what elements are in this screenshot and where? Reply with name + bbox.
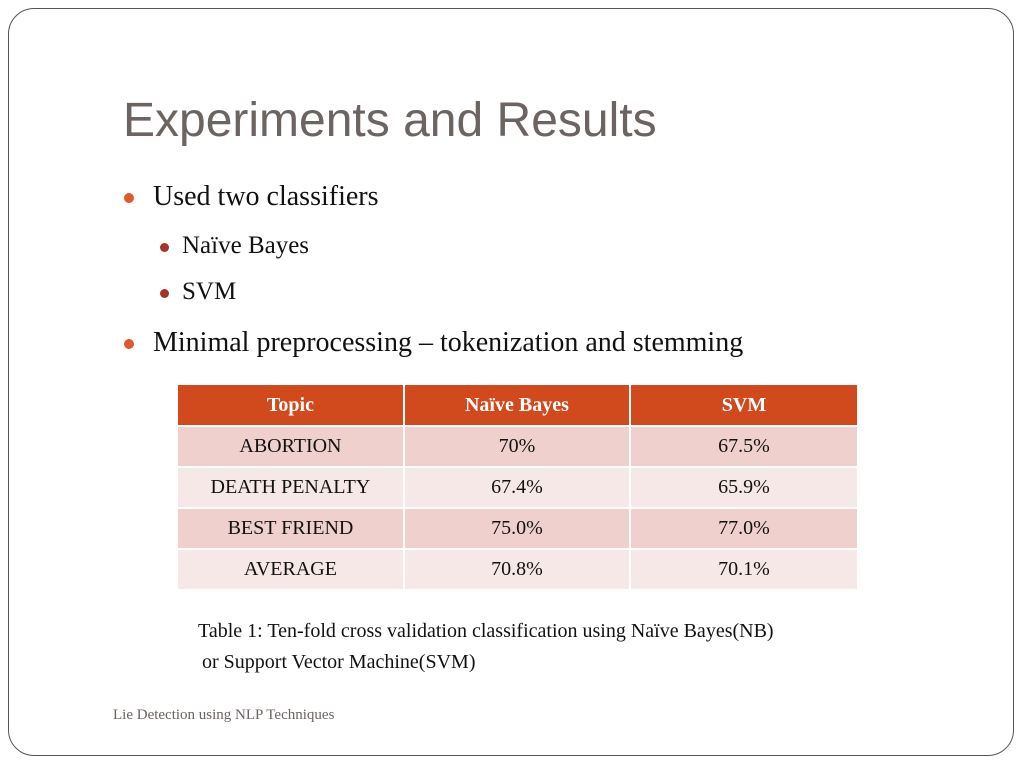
table-header-row: Topic Naïve Bayes SVM xyxy=(176,383,860,427)
table-row: BEST FRIEND 75.0% 77.0% xyxy=(176,507,860,550)
slide-title: Experiments and Results xyxy=(123,94,657,147)
table-row: ABORTION 70% 67.5% xyxy=(176,425,860,468)
sub-bullet-text: Naïve Bayes xyxy=(182,232,310,259)
table-cell-topic: ABORTION xyxy=(176,425,405,468)
bullet-dot-icon xyxy=(160,289,169,298)
bullet-item: Minimal preprocessing – tokenization and… xyxy=(124,327,744,359)
bullet-dot-icon xyxy=(124,193,134,203)
table-row: AVERAGE 70.8% 70.1% xyxy=(176,548,860,591)
bullet-text: Minimal preprocessing – tokenization and… xyxy=(153,327,744,358)
table-cell-svm: 77.0% xyxy=(628,507,860,550)
header-naive-bayes: Naïve Bayes xyxy=(402,383,631,427)
table-cell-nb: 70.8% xyxy=(402,548,631,591)
header-svm: SVM xyxy=(628,383,860,427)
table-cell-svm: 65.9% xyxy=(628,466,860,509)
sub-bullet-item: SVM xyxy=(160,278,237,306)
table-caption: Table 1: Ten-fold cross validation class… xyxy=(198,616,774,678)
table-cell-topic: DEATH PENALTY xyxy=(176,466,405,509)
slide-footer: Lie Detection using NLP Techniques xyxy=(113,707,335,723)
table-cell-svm: 67.5% xyxy=(628,425,860,468)
table-cell-svm: 70.1% xyxy=(628,548,860,591)
sub-bullet-item: Naïve Bayes xyxy=(160,232,310,260)
table-cell-topic: BEST FRIEND xyxy=(176,507,405,550)
bullet-text: Used two classifiers xyxy=(153,181,379,212)
table-row: DEATH PENALTY 67.4% 65.9% xyxy=(176,466,860,509)
table-cell-nb: 75.0% xyxy=(402,507,631,550)
table-cell-nb: 70% xyxy=(402,425,631,468)
sub-bullet-text: SVM xyxy=(182,278,237,305)
results-table: Topic Naïve Bayes SVM ABORTION 70% 67.5%… xyxy=(176,383,860,591)
caption-line-2: or Support Vector Machine(SVM) xyxy=(202,651,476,673)
header-topic: Topic xyxy=(176,383,405,427)
table-cell-nb: 67.4% xyxy=(402,466,631,509)
bullet-item: Used two classifiers xyxy=(124,181,379,213)
bullet-dot-icon xyxy=(124,339,134,349)
slide-frame: Experiments and Results Used two classif… xyxy=(8,8,1014,756)
table-cell-topic: AVERAGE xyxy=(176,548,405,591)
bullet-dot-icon xyxy=(160,243,169,252)
caption-line-1: Table 1: Ten-fold cross validation class… xyxy=(198,620,774,642)
